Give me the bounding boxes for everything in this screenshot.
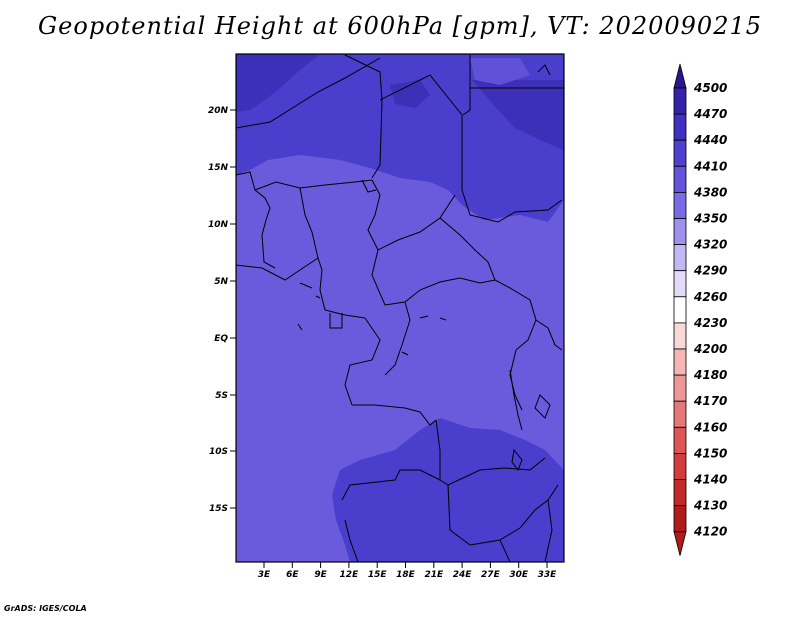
lon-tick-label: 21E bbox=[424, 570, 444, 580]
lon-tick-label: 27E bbox=[481, 570, 501, 580]
colorbar-segment bbox=[673, 270, 687, 298]
colorbar-label: 4140 bbox=[693, 473, 727, 487]
colorbar-label: 4290 bbox=[693, 264, 727, 278]
colorbar-segment bbox=[673, 400, 687, 428]
colorbar: 4500 4470 4440 4410 4380 4350 4320 4290 4260 4230… bbox=[673, 63, 727, 556]
colorbar-segment bbox=[673, 452, 687, 480]
field-north-dark-3 bbox=[390, 80, 430, 108]
colorbar-segment bbox=[673, 87, 687, 115]
colorbar-label: 4200 bbox=[693, 342, 727, 356]
colorbar-segment bbox=[673, 479, 687, 507]
colorbar-segment bbox=[673, 139, 687, 167]
colorbar-top-arrow bbox=[673, 63, 687, 89]
colorbar-label: 4380 bbox=[693, 185, 727, 199]
colorbar-segment bbox=[673, 348, 687, 376]
lon-tick-label: 9E bbox=[314, 570, 327, 580]
colorbar-segment bbox=[673, 296, 687, 324]
lat-tick-label: 5S bbox=[215, 391, 228, 401]
colorbar-segment bbox=[673, 374, 687, 402]
latitude-axis: 20N 15N 10N 5N EQ 5S 10S 15S bbox=[208, 106, 236, 514]
field-north-band bbox=[236, 54, 564, 222]
figure-title: Geopotential Height at 600hPa [gpm], VT:… bbox=[38, 12, 762, 40]
colorbar-bottom-arrow bbox=[673, 531, 687, 556]
colorbar-segment bbox=[673, 244, 687, 272]
colorbar-label: 4170 bbox=[693, 394, 727, 408]
colorbar-segment bbox=[673, 191, 687, 219]
height-field bbox=[236, 54, 564, 562]
lat-tick-label: 20N bbox=[208, 106, 229, 116]
colorbar-segment bbox=[673, 113, 687, 141]
colorbar-label: 4260 bbox=[693, 290, 727, 304]
colorbar-segment bbox=[673, 165, 687, 193]
lat-tick-label: 10S bbox=[209, 447, 228, 457]
lon-tick-label: 18E bbox=[396, 570, 416, 580]
colorbar-label: 4230 bbox=[693, 316, 727, 330]
lat-tick-label: 15N bbox=[208, 163, 229, 173]
lat-tick-label: 15S bbox=[209, 504, 228, 514]
colorbar-segment bbox=[673, 322, 687, 350]
field-southeast-light bbox=[530, 395, 564, 455]
lon-tick-label: 24E bbox=[453, 570, 473, 580]
colorbar-segment bbox=[673, 426, 687, 454]
longitude-axis: 3E 6E 9E 12E 15E 18E 21E 24E 27E 30E 33E bbox=[258, 562, 557, 580]
lon-tick-label: 12E bbox=[340, 570, 360, 580]
colorbar-label: 4120 bbox=[693, 525, 727, 539]
colorbar-label: 4160 bbox=[693, 420, 727, 434]
lat-tick-label: EQ bbox=[214, 334, 228, 344]
colorbar-label: 4500 bbox=[693, 81, 727, 95]
lon-tick-label: 33E bbox=[538, 570, 558, 580]
colorbar-label: 4350 bbox=[693, 212, 727, 226]
country-boundaries bbox=[235, 54, 564, 563]
lon-tick-label: 6E bbox=[286, 570, 299, 580]
field-north-dark-2 bbox=[472, 80, 564, 150]
map-frame bbox=[235, 53, 565, 563]
colorbar-label: 4410 bbox=[693, 159, 727, 173]
grads-credit: GrADS: IGES/COLA bbox=[4, 604, 87, 613]
colorbar-label: 4470 bbox=[693, 107, 727, 121]
field-north-light-1 bbox=[470, 58, 530, 85]
colorbar-label: 4180 bbox=[693, 368, 727, 382]
lon-tick-label: 3E bbox=[258, 570, 271, 580]
field-north-dark-1 bbox=[236, 54, 320, 112]
colorbar-segment bbox=[673, 218, 687, 246]
colorbar-label: 4130 bbox=[693, 499, 727, 513]
lon-tick-label: 15E bbox=[368, 570, 388, 580]
colorbar-label: 4150 bbox=[693, 446, 727, 460]
lon-tick-label: 30E bbox=[509, 570, 529, 580]
lat-tick-label: 5N bbox=[214, 277, 228, 287]
lat-tick-label: 10N bbox=[208, 220, 229, 230]
colorbar-segment bbox=[673, 505, 687, 533]
colorbar-label: 4440 bbox=[693, 133, 727, 147]
colorbar-label: 4320 bbox=[693, 238, 727, 252]
